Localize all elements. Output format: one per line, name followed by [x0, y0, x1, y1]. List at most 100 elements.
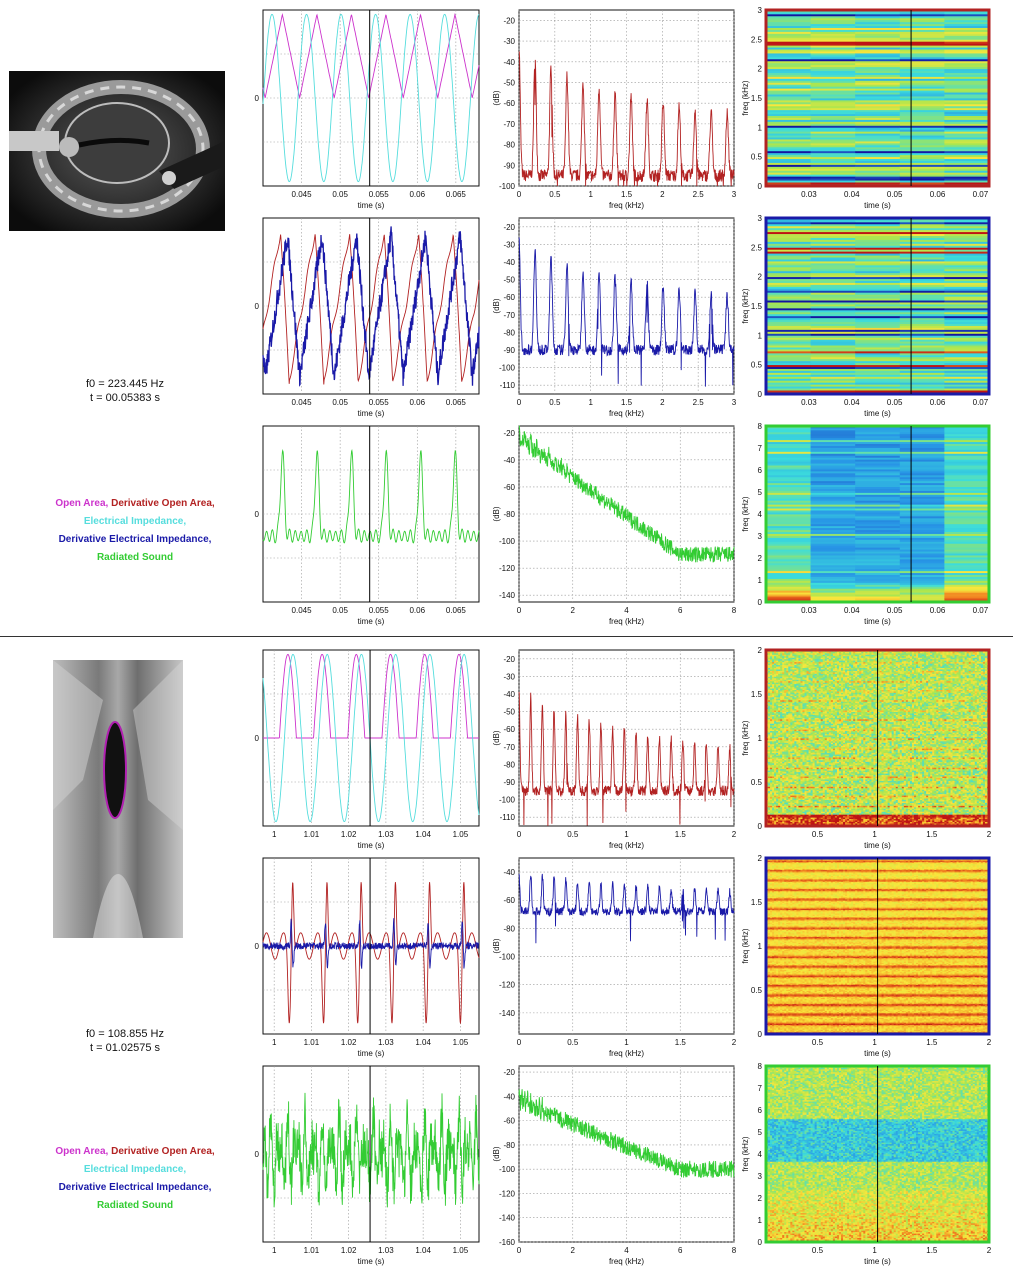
y-tick-label: -120 — [499, 564, 516, 573]
legend-open-area: Open Area, — [55, 1146, 108, 1157]
y-tick-label: -90 — [503, 161, 515, 170]
y-tick-label: 1 — [758, 1216, 763, 1225]
y-tick-label: -80 — [503, 141, 515, 150]
y-axis-label: freq (kHz) — [741, 80, 750, 115]
y-tick-label: 0 — [758, 598, 763, 607]
x-tick-label: 0.065 — [446, 190, 467, 199]
y-tick-label: 2 — [758, 854, 763, 863]
y-tick-label: 6 — [758, 466, 763, 475]
y-tick-label: -20 — [503, 223, 515, 232]
x-tick-label: 0.045 — [292, 190, 313, 199]
x-tick-label: 0.04 — [844, 398, 860, 407]
y-tick-label: -100 — [499, 537, 516, 546]
legend-electrical-impedance: Electrical Impedance, — [84, 516, 186, 527]
chart-top-r0-c2: 0.03 0.04 0.05 0.06 0.07 0 0.5 1 1.5 2 2.5 3 time (s… — [741, 6, 991, 210]
x-tick-label: 6 — [678, 1246, 683, 1255]
y-tick-label: -110 — [500, 381, 516, 390]
y-tick-label: -100 — [499, 364, 516, 373]
y-tick-label: 1.5 — [751, 690, 763, 699]
x-axis-label: time (s) — [358, 1257, 385, 1266]
y-tick-label: 8 — [758, 422, 763, 431]
y-tick-label: -100 — [499, 1165, 516, 1174]
x-tick-label: 1 — [272, 830, 277, 839]
panel-bottom: f0 = 108.855 Hz t = 01.02575 s Open Area… — [0, 640, 1013, 1277]
x-tick-label: 1.5 — [926, 1038, 938, 1047]
x-tick-label: 1 — [624, 1038, 629, 1047]
x-axis-label: freq (kHz) — [609, 201, 644, 210]
x-tick-label: 1 — [272, 1246, 277, 1255]
x-tick-label: 0.04 — [844, 190, 860, 199]
chart-top-r0-c1: 0 0.5 1 1.5 2 2.5 3 -20 -30 -40 -50 -60 -70 -80 -90 -10… — [492, 9, 737, 210]
x-tick-label: 1.05 — [453, 830, 469, 839]
y-tick-label: -110 — [500, 813, 516, 822]
x-tick-label: 2.5 — [693, 398, 705, 407]
y-tick-label: -20 — [503, 1068, 515, 1077]
y-tick-label: -40 — [503, 58, 515, 67]
y-tick-label: 4 — [758, 510, 763, 519]
y-tick-label: 0 — [255, 94, 260, 103]
x-axis-label: time (s) — [864, 1049, 891, 1058]
y-tick-label: -60 — [503, 483, 515, 492]
y-tick-label: 1.5 — [751, 94, 763, 103]
x-tick-label: 0.055 — [369, 190, 390, 199]
x-tick-label: 0.06 — [930, 606, 946, 615]
x-tick-label: 3 — [732, 398, 737, 407]
x-tick-label: 0 — [517, 1038, 522, 1047]
x-tick-label: 1.5 — [621, 398, 633, 407]
x-tick-label: 0.06 — [409, 606, 425, 615]
x-axis-label: freq (kHz) — [609, 1257, 644, 1266]
chart-bottom-r2-c2: 0.5 1 1.5 2 0 1 2 3 4 5 6 7 8 time (s) freq (kHz) — [741, 1062, 992, 1266]
panel-top: f0 = 223.445 Hz t = 00.05383 s Open Area… — [0, 0, 1013, 636]
x-tick-label: 2 — [732, 830, 737, 839]
x-tick-label: 0.04 — [844, 606, 860, 615]
x-tick-label: 0.03 — [801, 398, 817, 407]
y-tick-label: -40 — [503, 258, 515, 267]
x-axis-label: time (s) — [358, 617, 385, 626]
x-axis-label: time (s) — [864, 409, 891, 418]
chart-bottom-r1-c0: 1 1.01 1.02 1.03 1.04 1.05 0 time (s) — [255, 857, 480, 1058]
y-tick-label: -100 — [499, 953, 516, 962]
x-tick-label: 0.05 — [332, 190, 348, 199]
chart-top-r2-c0: 0.045 0.05 0.055 0.06 0.065 0 time (s) — [255, 425, 480, 626]
y-axis-label: freq (kHz) — [741, 928, 750, 963]
y-tick-label: -40 — [503, 690, 515, 699]
y-tick-label: -80 — [503, 510, 515, 519]
legend-open-area: Open Area, — [55, 498, 108, 509]
y-tick-label: 3 — [758, 1172, 763, 1181]
y-tick-label: -90 — [503, 346, 515, 355]
y-tick-label: -60 — [503, 293, 515, 302]
y-tick-label: -80 — [503, 760, 515, 769]
y-tick-label: -20 — [503, 655, 515, 664]
x-tick-label: 1.5 — [621, 190, 633, 199]
y-tick-label: -70 — [503, 120, 515, 129]
series-line-open-area — [263, 653, 479, 739]
chart-bottom-r1-c1: 0 0.5 1 1.5 2 -40 -60 -80 -100 -120 -140 freq (kHz)… — [492, 857, 737, 1058]
legend-derivative-electrical-impedance: Derivative Electrical Impedance, — [59, 1182, 212, 1193]
y-tick-label: 2 — [758, 646, 763, 655]
y-tick-label: 1.5 — [751, 898, 763, 907]
y-tick-label: 3 — [758, 532, 763, 541]
x-tick-label: 0.055 — [369, 398, 390, 407]
y-tick-label: -50 — [503, 78, 515, 87]
y-axis-label: (dB) — [492, 730, 501, 745]
y-tick-label: 1.5 — [751, 302, 763, 311]
series-line-deriv-open-area — [518, 691, 735, 827]
chart-bottom-r1-c2: 0.5 1 1.5 2 0 0.5 1 1.5 2 time (s) freq (kHz) — [741, 854, 992, 1058]
x-tick-label: 0.5 — [567, 1038, 579, 1047]
x-tick-label: 2 — [732, 1038, 737, 1047]
x-tick-label: 0.03 — [801, 190, 817, 199]
y-tick-label: 7 — [758, 444, 763, 453]
chart-bottom-r2-c0: 1 1.01 1.02 1.03 1.04 1.05 0 time (s) — [255, 1065, 480, 1266]
x-tick-label: 2 — [571, 1246, 576, 1255]
spectrogram-frame — [764, 216, 991, 396]
y-tick-label: -40 — [503, 456, 515, 465]
y-tick-label: -30 — [503, 672, 515, 681]
x-tick-label: 1.05 — [453, 1246, 469, 1255]
y-tick-label: 0.5 — [751, 778, 763, 787]
x-tick-label: 0.05 — [887, 398, 903, 407]
x-tick-label: 0.05 — [332, 398, 348, 407]
x-tick-label: 1 — [624, 830, 629, 839]
y-tick-label: 1 — [758, 123, 763, 132]
f0-readout: f0 = 223.445 Hz — [20, 377, 230, 391]
x-axis-label: time (s) — [864, 1257, 891, 1266]
